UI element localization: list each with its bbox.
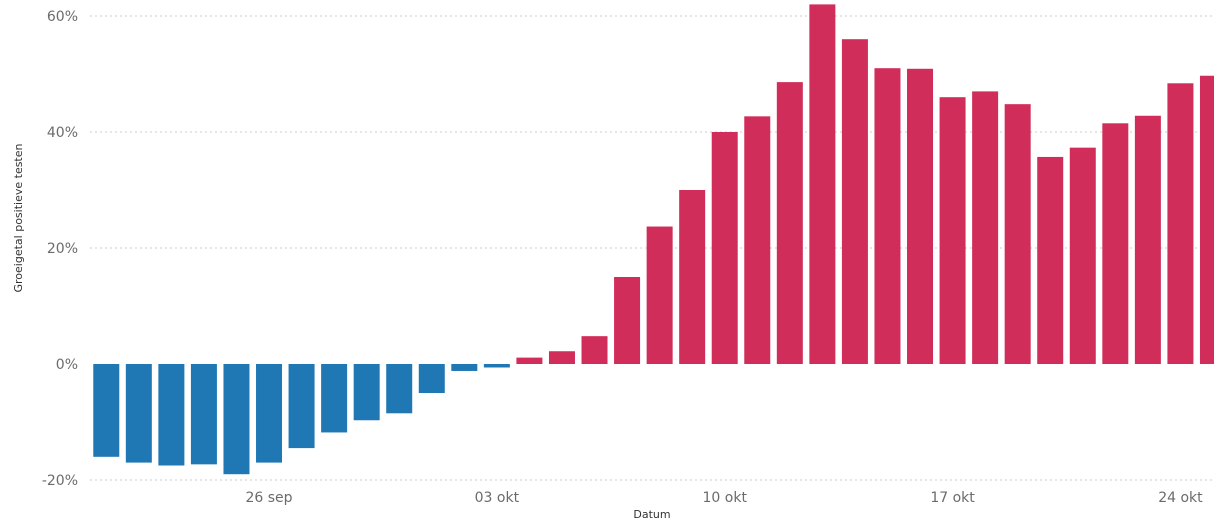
bar xyxy=(646,226,673,364)
bar xyxy=(451,364,478,371)
bar xyxy=(1167,83,1194,364)
bar xyxy=(1134,115,1161,364)
bar xyxy=(744,116,771,364)
y-tick-label: 0% xyxy=(56,357,78,373)
x-tick-label: 26 sep xyxy=(245,490,292,506)
bar xyxy=(1102,123,1129,364)
bar xyxy=(93,364,120,457)
bar xyxy=(972,91,999,365)
bar xyxy=(125,364,152,463)
bar xyxy=(809,4,836,365)
x-axis-title: Datum xyxy=(633,508,670,521)
y-tick-label: -20% xyxy=(42,473,78,489)
bar xyxy=(483,364,510,368)
bar xyxy=(548,351,575,364)
y-tick-label: 60% xyxy=(47,9,78,25)
bar xyxy=(907,68,934,364)
bar xyxy=(711,132,738,364)
bar xyxy=(256,364,283,463)
bar xyxy=(223,364,250,475)
x-tick-label: 10 okt xyxy=(703,490,748,506)
x-tick-label: 03 okt xyxy=(475,490,520,506)
bar xyxy=(874,68,901,364)
bar xyxy=(353,364,380,421)
bar xyxy=(1199,75,1214,365)
bar xyxy=(1069,147,1096,364)
bar xyxy=(288,364,315,449)
x-axis-ticks: 26 sep 03 okt 10 okt 17 okt 24 okt xyxy=(245,490,1203,506)
bar xyxy=(776,82,803,365)
bar xyxy=(321,364,348,433)
bar xyxy=(1004,104,1031,364)
y-axis-title: Groeigetal positieve testen xyxy=(12,143,25,292)
bar xyxy=(679,190,706,364)
y-tick-label: 40% xyxy=(47,125,78,141)
y-axis-ticks: -20% 0% 20% 40% 60% xyxy=(42,9,78,489)
bar xyxy=(614,277,641,364)
x-tick-label: 17 okt xyxy=(930,490,975,506)
bar xyxy=(418,364,445,393)
bar xyxy=(841,39,868,364)
bars xyxy=(93,4,1214,475)
bar xyxy=(516,357,543,364)
bar xyxy=(158,364,185,466)
bar xyxy=(1037,156,1064,364)
y-tick-label: 20% xyxy=(47,241,78,257)
bar xyxy=(386,364,413,414)
bar xyxy=(939,97,966,364)
x-tick-label: 24 okt xyxy=(1158,490,1203,506)
bar xyxy=(190,364,217,465)
bar xyxy=(581,336,608,364)
